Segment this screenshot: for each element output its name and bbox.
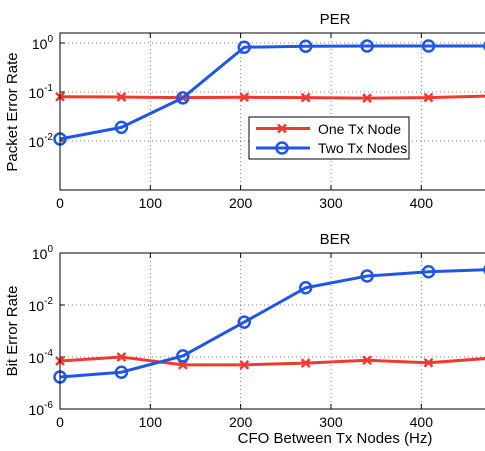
ber-y-tick-label: 100 <box>32 244 54 262</box>
ber-series-two-tx-point <box>421 265 436 279</box>
ber-y-tick-label: 10-4 <box>29 348 54 366</box>
per-plot-area <box>60 33 485 190</box>
ber-x-tick-label: 100 <box>139 414 163 430</box>
ber-series-two-tx-point <box>114 365 129 379</box>
per-series-two-tx-point <box>360 39 374 53</box>
per-x-tick-label: 0 <box>56 195 64 211</box>
per-series-two-tx-point <box>298 39 313 53</box>
per-axes-frame <box>59 32 485 191</box>
ber-series-one-tx-point <box>362 355 372 366</box>
ber-plot-area <box>60 253 485 409</box>
per-series-one-tx-point <box>239 92 250 103</box>
per-y-axis-label: Packet Error Rate <box>4 52 21 171</box>
ber-series-two-tx-line <box>59 268 485 379</box>
per-x-tick-label: 100 <box>139 195 163 211</box>
per-y-tick-label: 100 <box>32 34 54 52</box>
ber-y-axis-label: Bit Error Rate <box>4 286 21 377</box>
per-series-one-tx-point <box>300 92 311 103</box>
ber-series-one-tx-point <box>116 352 127 362</box>
per-x-ticks: 0100200300400500600 <box>56 33 434 211</box>
per-series-one-tx-line <box>59 94 485 100</box>
ber-x-axis-label: CFO Between Tx Nodes (Hz) <box>238 430 433 447</box>
per-series-one-tx-point <box>362 93 372 104</box>
ber-series-two-tx-point <box>176 349 190 363</box>
ber-series-two-tx-point <box>298 281 313 295</box>
ber-y-ticks: 100 10-2 10-4 10-6 <box>29 244 65 418</box>
ber-series-one-tx-point <box>239 359 250 370</box>
ber-series-one-tx-point <box>177 359 188 370</box>
per-series-two-tx-point <box>421 39 436 53</box>
per-series <box>53 39 485 146</box>
ber-title: BER <box>320 231 351 248</box>
per-series-two-tx-point <box>237 40 252 54</box>
legend-two-tx-marker <box>275 141 289 155</box>
per-title: PER <box>320 11 351 28</box>
per-series-two-tx-point <box>114 120 129 135</box>
per-y-tick-label: 10-1 <box>29 83 54 101</box>
per-y-ticks: 100 10-1 10-2 <box>29 34 65 150</box>
ber-series-one-tx-point <box>423 357 434 368</box>
ber-series-two-tx-point <box>237 315 252 329</box>
legend-one-tx-marker <box>277 123 287 134</box>
per-series-two-tx-line <box>59 44 485 141</box>
ber-series-two-tx-point <box>360 269 374 283</box>
ber-y-tick-label: 10-2 <box>29 296 54 314</box>
ber-x-tick-label: 300 <box>319 414 343 430</box>
ber-x-tick-label: 400 <box>410 414 434 430</box>
ber-series-two-tx-point <box>483 265 485 275</box>
per-legend: One Tx Node Two Tx Nodes <box>248 116 410 160</box>
per-series-one-tx-point <box>116 92 127 102</box>
per-series-one-tx-point <box>423 92 434 103</box>
per-x-tick-label: 400 <box>410 195 434 211</box>
ber-series-one-tx-line <box>59 355 485 367</box>
per-x-tick-label: 200 <box>229 195 253 211</box>
per-series-two-tx-point <box>176 91 190 105</box>
legend-one-tx-label: One Tx Node <box>318 121 401 137</box>
ber-axes-frame <box>59 252 485 410</box>
ber-series-one-tx-point <box>300 358 311 369</box>
ber-x-tick-label: 0 <box>56 414 64 430</box>
ber-x-tick-label: 200 <box>229 414 253 430</box>
ber-y-tick-label: 10-6 <box>29 400 54 418</box>
ber-x-ticks: 0100200300400500600 <box>56 253 434 430</box>
per-x-tick-label: 300 <box>319 195 343 211</box>
per-y-tick-label: 10-2 <box>29 132 54 150</box>
legend-two-tx-label: Two Tx Nodes <box>318 140 407 156</box>
per-series-two-tx-point <box>483 41 485 51</box>
per-legend-box <box>248 116 410 160</box>
